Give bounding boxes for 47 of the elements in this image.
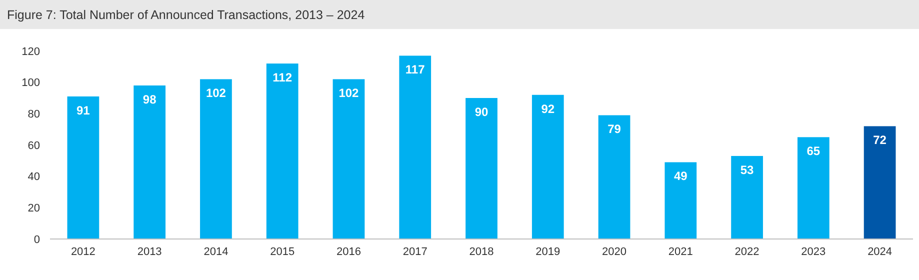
data-label: 49	[674, 169, 688, 184]
bar	[532, 94, 564, 239]
x-tick-label: 2018	[469, 246, 494, 258]
bar	[266, 64, 298, 239]
data-label: 91	[76, 103, 90, 118]
y-tick-label: 20	[28, 202, 40, 215]
data-label: 90	[474, 105, 488, 119]
x-tick-label: 2021	[668, 246, 693, 258]
chart-title: Figure 7: Total Number of Announced Transactions, 2013 – 2024	[7, 8, 365, 22]
x-tick-label: 2012	[70, 246, 96, 258]
data-label: 72	[873, 133, 887, 148]
x-tick-label: 2022	[734, 246, 760, 258]
x-tick-label: 2017	[402, 246, 428, 258]
data-label: 102	[338, 86, 360, 100]
bar	[598, 115, 630, 239]
x-tick-label: 2024	[868, 246, 892, 258]
bar	[134, 85, 166, 239]
data-label: 117	[405, 62, 426, 77]
bar	[332, 79, 365, 239]
bar	[399, 56, 432, 239]
y-tick-label: 120	[22, 46, 40, 58]
y-tick-label: 100	[22, 77, 40, 90]
bar	[797, 137, 830, 239]
y-tick-label: 0	[34, 234, 40, 246]
data-label: 98	[142, 92, 157, 106]
data-label: 79	[608, 122, 622, 136]
bar	[731, 156, 763, 239]
data-label: 53	[740, 162, 754, 177]
data-label: 65	[806, 144, 820, 158]
y-tick-label: 80	[28, 108, 40, 121]
bar	[67, 96, 100, 239]
bar	[200, 79, 232, 239]
data-label: 92	[541, 102, 555, 116]
x-tick-label: 2019	[536, 246, 560, 258]
bar	[664, 162, 697, 239]
y-tick-label: 40	[28, 171, 40, 184]
data-label: 102	[206, 86, 226, 100]
bar	[466, 98, 498, 239]
x-tick-label: 2015	[270, 246, 295, 258]
x-tick-label: 2020	[602, 246, 627, 258]
x-tick-label: 2014	[204, 246, 228, 258]
bar	[864, 126, 896, 239]
y-tick-label: 60	[28, 140, 40, 152]
x-tick-label: 2013	[137, 246, 162, 258]
x-tick-label: 2016	[336, 246, 361, 258]
data-label: 112	[272, 70, 292, 85]
x-tick-label: 2023	[801, 246, 826, 258]
